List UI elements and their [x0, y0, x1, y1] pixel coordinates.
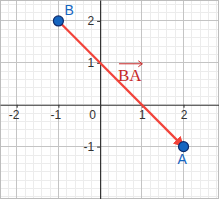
minor-grid-line: [25, 0, 26, 199]
minor-grid-line: [41, 0, 42, 199]
minor-grid-line: [100, 0, 101, 199]
tick-label: 2: [181, 108, 188, 122]
minor-grid-line: [0, 196, 219, 197]
minor-grid-line: [58, 0, 59, 199]
minor-grid-line: [0, 129, 219, 130]
minor-grid-line: [16, 0, 17, 199]
grid-line: [0, 62, 219, 63]
minor-grid-line: [0, 4, 219, 5]
tick-label: -1: [83, 140, 94, 154]
vector-notation-arrow: [138, 61, 142, 67]
minor-grid-line: [200, 0, 201, 199]
vector: [58, 21, 183, 147]
labels: BABA: [64, 2, 187, 167]
minor-grid-line: [166, 0, 167, 199]
point-label: A: [178, 151, 188, 167]
tick-label: -1: [51, 108, 62, 122]
grid: [0, 0, 219, 199]
tick: 2: [87, 14, 100, 28]
tick-label: 2: [87, 14, 94, 28]
tick: 0: [89, 105, 100, 123]
minor-grid-line: [0, 37, 219, 38]
minor-grid-line: [75, 0, 76, 199]
y-axis: -1 1 2: [83, 1, 100, 199]
minor-grid-line: [0, 96, 219, 97]
minor-grid-line: [50, 0, 51, 199]
tick-label: 1: [87, 56, 94, 70]
minor-grid-line: [0, 188, 219, 189]
minor-grid-line: [0, 62, 219, 63]
minor-grid-line: [150, 0, 151, 199]
minor-grid-line: [0, 180, 219, 181]
minor-grid-line: [158, 0, 159, 199]
chart: -2-1012-112BABA: [0, 0, 219, 199]
tick-mark: [97, 147, 100, 148]
tick: 2: [181, 105, 188, 123]
tick-label: 1: [139, 108, 146, 122]
grid-line: [183, 0, 184, 199]
grid-line: [100, 0, 101, 199]
minor-grid-line: [216, 0, 217, 199]
tick: -2: [9, 105, 20, 123]
minor-grid-line: [208, 0, 209, 199]
minor-grid-line: [0, 138, 219, 139]
minor-grid-line: [83, 0, 84, 199]
minor-grid-line: [183, 0, 184, 199]
tick-label: 0: [89, 108, 96, 122]
plot-frame: [1, 1, 219, 199]
tick: -1: [51, 105, 62, 123]
minor-grid-line: [0, 54, 219, 55]
axis-line: [1, 105, 219, 106]
minor-grid-line: [91, 0, 92, 199]
minor-grid-line: [0, 171, 219, 172]
minor-grid-line: [0, 29, 219, 30]
plot-area: [53, 16, 188, 152]
minor-grid-line: [0, 46, 219, 47]
tick: -1: [83, 140, 100, 154]
minor-grid-line: [108, 0, 109, 199]
minor-grid-line: [0, 104, 219, 105]
grid-line: [16, 0, 17, 199]
point: [53, 16, 63, 26]
minor-grid-line: [133, 0, 134, 199]
tick-mark: [97, 21, 100, 22]
minor-grid-line: [116, 0, 117, 199]
grid-line: [58, 0, 59, 199]
grid-line: [141, 0, 142, 199]
minor-grid-line: [125, 0, 126, 199]
grid-line: [0, 20, 219, 21]
point-label: B: [64, 2, 73, 18]
minor-grid-line: [33, 0, 34, 199]
minor-grid-line: [0, 87, 219, 88]
minor-grid-line: [0, 12, 219, 13]
minor-grid-line: [175, 0, 176, 199]
minor-grid-line: [191, 0, 192, 199]
minor-grid-line: [0, 20, 219, 21]
axis-line: [100, 1, 101, 199]
vector-label: BA: [118, 66, 142, 85]
vector-notation-bar: [119, 63, 142, 64]
tick-label: -2: [9, 108, 20, 122]
minor-grid-line: [0, 79, 219, 80]
x-axis: -2 -1 0 1 2: [1, 105, 219, 123]
tick: 1: [87, 56, 100, 70]
minor-grid-line: [8, 0, 9, 199]
minor-grid-line: [141, 0, 142, 199]
